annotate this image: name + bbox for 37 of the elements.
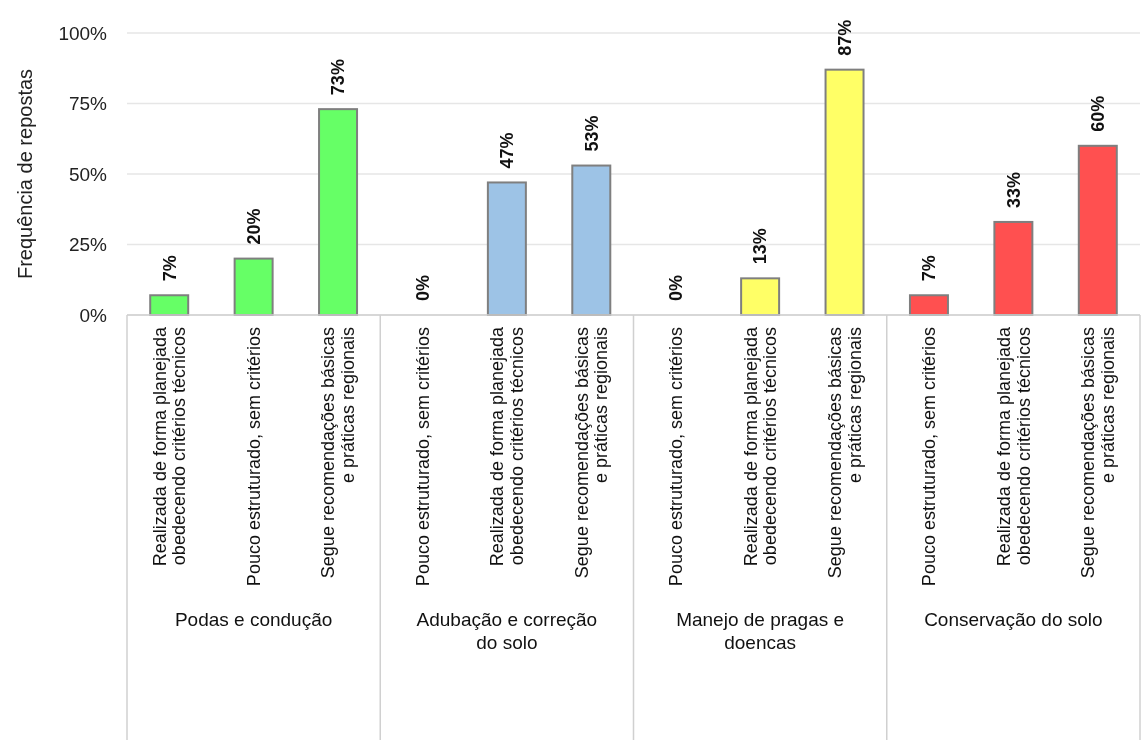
text: Adubação e correção do solo	[416, 609, 598, 653]
data-label: 47%	[497, 132, 518, 169]
data-label: 60%	[1088, 95, 1109, 132]
y-tick-label: 50%	[68, 163, 108, 185]
y-axis-title: Frequência de repostas	[14, 68, 36, 280]
bar	[824, 68, 865, 316]
text: Conservação do solo	[924, 609, 1103, 630]
bar	[149, 294, 190, 316]
x-tick-label: Realizada de forma planejada obedecendo critérios técnicos	[149, 326, 190, 567]
data-label: 87%	[834, 19, 855, 56]
y-tick-label: 0%	[79, 304, 108, 326]
y-tick-label: 75%	[68, 93, 108, 115]
text: Podas e condução	[174, 609, 333, 630]
x-tick-label: Pouco estruturado, sem critérios	[412, 327, 433, 587]
bar	[908, 294, 949, 316]
bar	[740, 277, 781, 316]
bar	[318, 108, 359, 316]
bar	[233, 257, 274, 316]
data-label: 33%	[1003, 171, 1024, 208]
data-label: 73%	[328, 59, 349, 96]
x-tick-label: Pouco estruturado, sem critérios	[243, 327, 264, 587]
text: Manejo de pragas e doencas	[676, 609, 845, 653]
y-tick-label: 100%	[58, 22, 108, 44]
data-label: 0%	[412, 274, 433, 301]
data-label: 13%	[750, 228, 771, 265]
bar	[993, 220, 1034, 316]
data-label: 20%	[243, 208, 264, 245]
y-tick-label: 25%	[68, 234, 108, 256]
data-label: 7%	[159, 255, 180, 282]
data-label: 53%	[581, 115, 602, 152]
bar	[571, 164, 612, 316]
x-tick-label: Pouco estruturado, sem critérios	[919, 327, 940, 587]
data-label: 7%	[919, 255, 940, 282]
bar	[486, 181, 527, 316]
bar	[1077, 144, 1118, 316]
x-tick-label: Pouco estruturado, sem critérios	[666, 327, 687, 587]
data-label: 0%	[666, 274, 687, 301]
